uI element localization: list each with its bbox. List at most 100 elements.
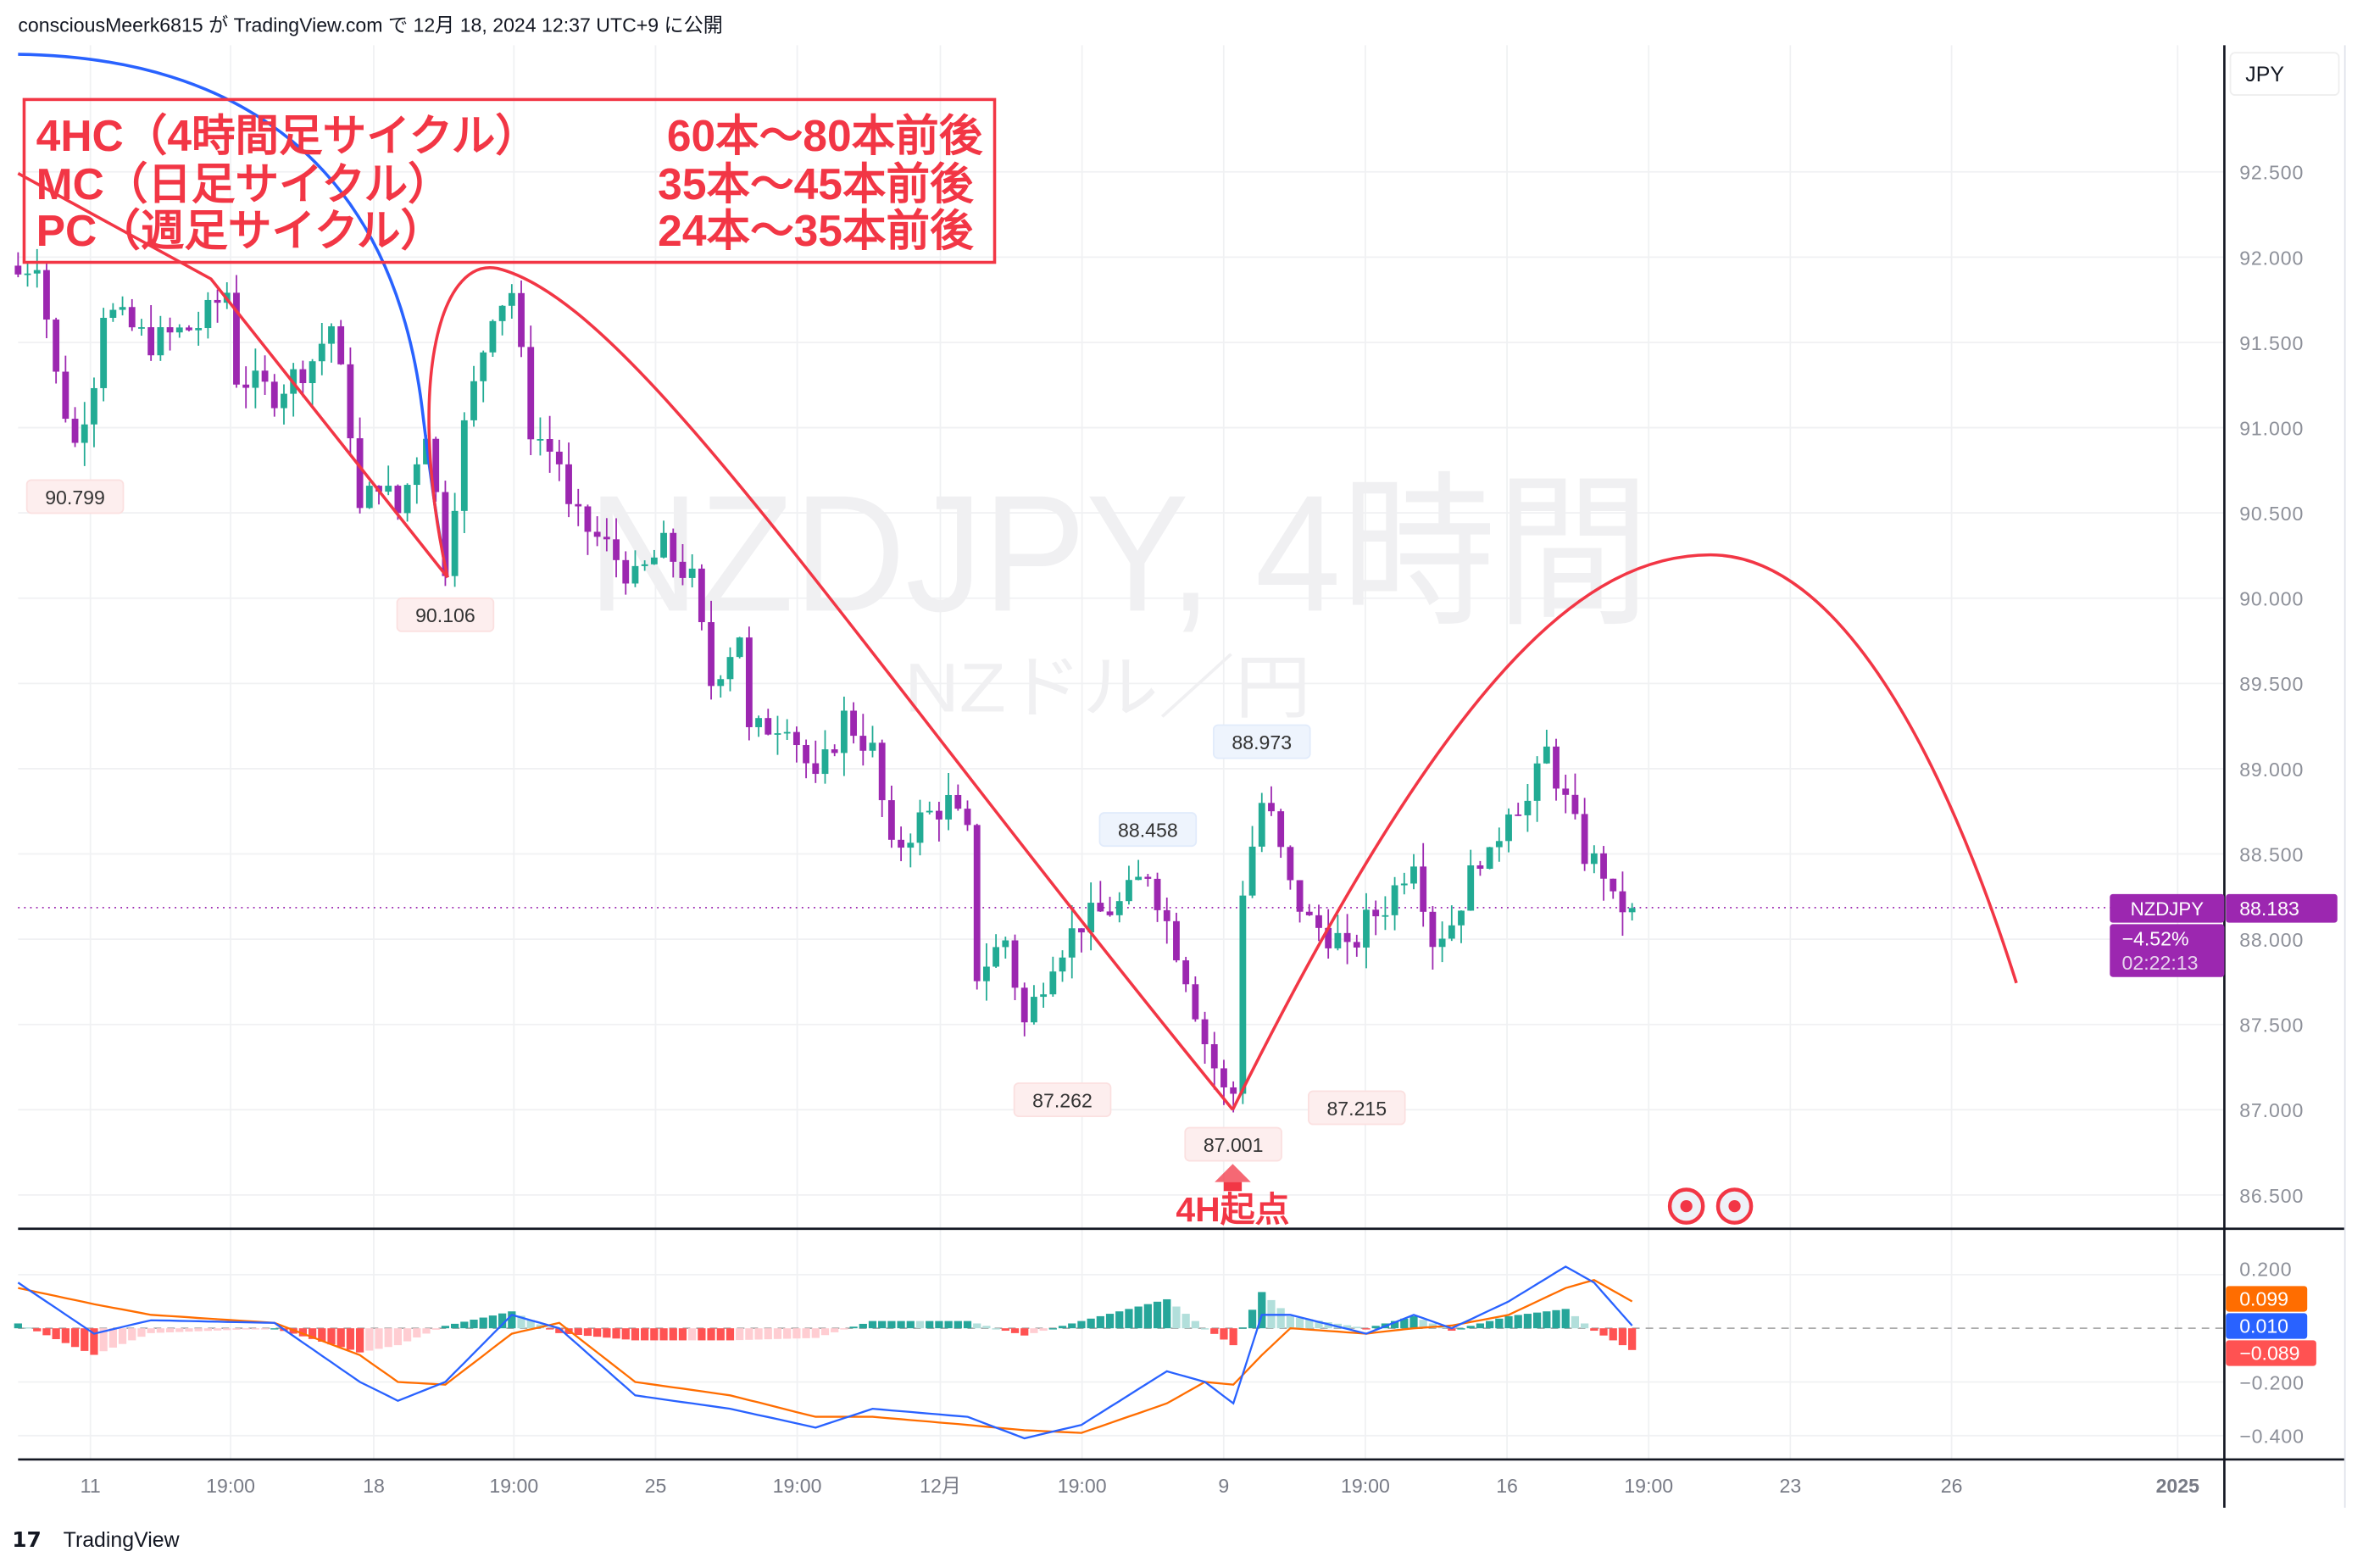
candle xyxy=(337,325,345,364)
candle xyxy=(175,327,183,333)
time-tick-label: 25 xyxy=(645,1475,667,1497)
candle xyxy=(33,270,41,274)
macd-histogram-bar xyxy=(659,1328,668,1341)
published-header: consciousMeerk6815 が TradingView.com で 1… xyxy=(18,14,723,36)
price-tick-label: 92.500 xyxy=(2239,162,2304,184)
cycle-line-4hc-1[interactable] xyxy=(17,172,449,579)
candle xyxy=(1115,901,1123,915)
tradingview-logo[interactable]: 𝟭𝟳 TradingView xyxy=(12,1528,180,1552)
macd-histogram-bar xyxy=(203,1328,212,1332)
candle xyxy=(1505,814,1512,842)
time-tick-label: 19:00 xyxy=(489,1475,538,1497)
event-marker-icon[interactable] xyxy=(1667,1187,1705,1225)
price-tick-label: 88.500 xyxy=(2239,843,2304,865)
candle xyxy=(1192,984,1199,1020)
macd-histogram-bar xyxy=(1210,1328,1219,1334)
candle xyxy=(43,270,50,320)
candle xyxy=(1126,880,1132,902)
macd-histogram-bar xyxy=(1514,1315,1522,1329)
cycle-line-4hc-2[interactable] xyxy=(1231,553,2018,1111)
macd-value-tag: 0.010 xyxy=(2239,1315,2288,1337)
price-labels: 90.799 90.106 88.458 88.973 87.262 87.001 87.2… xyxy=(25,479,1406,1162)
candle xyxy=(803,745,809,764)
macd-histogram-bar xyxy=(470,1319,478,1329)
candle xyxy=(575,503,582,507)
macd-histogram-bar xyxy=(935,1321,943,1329)
legend-row-mc-name: MC（日足サイクル） xyxy=(36,159,452,209)
time-tick-label: 19:00 xyxy=(1624,1475,1673,1497)
macd-histogram-bar xyxy=(33,1328,42,1332)
time-tick-label: 23 xyxy=(1779,1475,1801,1497)
candle xyxy=(1220,1068,1227,1087)
macd-histogram-bar xyxy=(1048,1328,1057,1330)
candle xyxy=(498,305,506,321)
price-tick-label: 89.000 xyxy=(2239,759,2304,781)
macd-histogram-bar xyxy=(973,1323,981,1329)
price-tick-label: 90.500 xyxy=(2239,503,2304,525)
candle xyxy=(195,328,203,331)
candle xyxy=(1553,746,1560,789)
candle xyxy=(1515,814,1522,816)
candle xyxy=(926,810,933,813)
candle xyxy=(869,742,876,751)
price-axis[interactable]: 92.500 92.000 91.500 91.000 90.500 90.000 89.5… xyxy=(2239,162,2304,1207)
macd-axis[interactable]: 0.200 −0.200 −0.400 xyxy=(2239,1259,2305,1448)
macd-histogram-bar xyxy=(128,1328,136,1341)
macd-histogram-bar xyxy=(355,1328,364,1353)
cycle-legend-box[interactable]: 4HC（4時間足サイクル） 60本〜80本前後 MC（日足サイクル） 35本〜4… xyxy=(22,97,997,264)
candle xyxy=(755,718,762,727)
macd-histogram-bar xyxy=(555,1328,564,1333)
candle xyxy=(964,809,971,826)
candle xyxy=(1581,814,1588,865)
price-label-text: 90.106 xyxy=(415,604,475,626)
footer-brand: TradingView xyxy=(64,1528,181,1552)
price-label-box xyxy=(1184,1126,1282,1162)
macd-histogram-bar xyxy=(90,1328,98,1355)
macd-histogram-bar xyxy=(1495,1318,1504,1329)
arrow-up-icon[interactable] xyxy=(1215,1164,1251,1192)
macd-histogram-bar xyxy=(165,1328,175,1332)
candle xyxy=(1097,903,1104,912)
candle xyxy=(907,842,915,848)
candle xyxy=(1305,911,1313,915)
price-label-box xyxy=(396,597,495,632)
event-marker-icon[interactable] xyxy=(1715,1187,1754,1225)
candle xyxy=(1248,846,1256,896)
cycle-line-mc[interactable] xyxy=(427,265,1234,1111)
candle xyxy=(850,710,858,737)
macd-histogram-bar xyxy=(1238,1327,1247,1329)
macd-histogram-bar xyxy=(1143,1304,1152,1329)
macd-histogram-bar xyxy=(707,1328,715,1341)
macd-histogram-bar xyxy=(460,1321,469,1329)
macd-histogram-bar xyxy=(754,1328,763,1340)
time-tick-label: 19:00 xyxy=(1341,1475,1390,1497)
candle xyxy=(650,557,658,564)
macd-histogram-bar xyxy=(1020,1328,1029,1336)
candle xyxy=(887,800,895,840)
macd-histogram-bar xyxy=(868,1321,877,1329)
price-label-text: 90.799 xyxy=(45,487,105,509)
macd-histogram-bar xyxy=(194,1328,203,1332)
macd-histogram-bar xyxy=(1343,1325,1352,1329)
macd-histogram-bar xyxy=(783,1328,792,1339)
macd-histogram-bar xyxy=(546,1328,554,1330)
macd-histogram-bar xyxy=(393,1328,403,1346)
macd-histogram-bar xyxy=(831,1328,839,1332)
candle xyxy=(1315,915,1322,928)
candle xyxy=(91,387,97,425)
candle xyxy=(660,532,667,558)
candle xyxy=(1011,940,1019,988)
macd-histogram-bar xyxy=(1628,1328,1637,1350)
candle xyxy=(603,537,610,540)
time-axis[interactable]: 11 19:00 18 19:00 25 19:00 12月 19:00 9 19:00 16 19:… xyxy=(81,1475,2199,1497)
macd-histogram-bar xyxy=(612,1328,620,1339)
macd-histogram-bar xyxy=(384,1328,392,1348)
currency-button[interactable]: JPY xyxy=(2229,52,2340,96)
candle xyxy=(157,327,164,356)
candle xyxy=(413,464,420,486)
macd-histogram-bar xyxy=(498,1313,507,1329)
candle xyxy=(14,265,22,275)
macd-histogram-bar xyxy=(1437,1326,1447,1329)
histogram-value-tag: −0.089 xyxy=(2239,1343,2299,1365)
